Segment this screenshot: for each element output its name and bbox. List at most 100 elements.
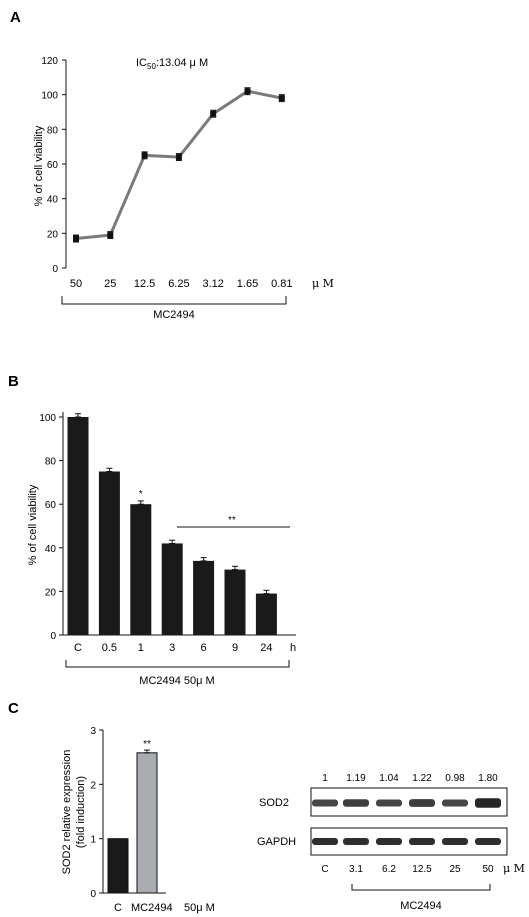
panel-b-x-tick-label: 9 — [232, 642, 238, 654]
panel-b-unit: h — [290, 642, 296, 654]
panel-a-y-tick-label: 0 — [52, 264, 58, 275]
blot-lane-labels: C 3.1 6.2 12.5 25 50 — [321, 864, 494, 875]
panel-b-y-tick-label: 40 — [45, 544, 57, 555]
panel-c: C SOD2 relative expression (fold inducti… — [8, 700, 215, 914]
blot-gapdh-band — [312, 838, 338, 845]
panel-a-y-tick-label: 80 — [47, 125, 59, 136]
blot-row-label-sod2: SOD2 — [259, 797, 289, 809]
panel-b-group-bracket — [65, 660, 290, 668]
panel-a-data-point — [210, 110, 217, 117]
panel-a-series-line — [75, 89, 283, 241]
panel-b-bar — [98, 471, 120, 635]
panel-a-data-point — [73, 235, 79, 242]
panel-c-concentration: 50μ M — [184, 902, 215, 914]
blot-quantification-value: 1 — [322, 773, 328, 784]
panel-a-x-tick-label: 6.25 — [168, 278, 189, 290]
blot-quantification-value: 0.98 — [445, 773, 465, 784]
panel-a-data-point — [244, 88, 251, 95]
panel-b-x-tick-label: C — [74, 642, 82, 654]
panel-c-y-axis-label-line1: SOD2 relative expression — [61, 750, 73, 875]
panel-a-x-tick-label: 3.12 — [202, 278, 223, 290]
panel-c-significance-star: ** — [143, 739, 151, 750]
panel-b-double-star: ** — [228, 515, 236, 526]
panel-a-x-tick-label: 25 — [104, 278, 116, 290]
blot-row-label-gapdh: GAPDH — [257, 836, 296, 848]
panel-b-y-tick-label: 100 — [39, 413, 56, 424]
panel-a-group-bracket — [61, 296, 287, 305]
panel-b-x-tick-label: 6 — [201, 642, 207, 654]
panel-c-y-tick-label: 2 — [90, 780, 96, 791]
panel-a-y-tick-label: 100 — [41, 91, 58, 102]
panel-b-x-tick-label: 0.5 — [102, 642, 117, 654]
blot-quantification-row: 1 1.19 1.04 1.22 0.98 1.80 — [322, 773, 498, 784]
panel-b-bar — [255, 593, 277, 635]
panel-b-bar — [67, 417, 89, 635]
blot-unit: μ M — [503, 862, 525, 875]
panel-c-x-tick-label: MC2494 — [131, 902, 173, 914]
panel-b-x-ticks: C 0.5 1 3 6 9 24 — [74, 642, 273, 654]
panel-b-y-tick-label: 80 — [45, 457, 57, 468]
blot-gapdh-band — [475, 838, 501, 845]
panel-b-y-axis-label: % of cell viability — [27, 484, 39, 565]
panel-a-data-point — [107, 232, 114, 239]
panel-b-bar — [193, 560, 215, 635]
panel-c-y-tick-label: 0 — [90, 889, 96, 900]
blot-lane-label: 50 — [482, 864, 494, 875]
panel-a-data-point — [141, 152, 148, 159]
panel-a-group-label: MC2494 — [153, 309, 195, 321]
blot-group-bracket — [351, 884, 491, 891]
blot-sod2-band — [409, 799, 435, 807]
panel-c-y-axis-label-line2: (fold induction) — [75, 776, 87, 848]
panel-a-y-axis-label: % of cell viability — [33, 125, 45, 206]
blot-gapdh-band — [343, 838, 369, 845]
panel-c-blot: 1 1.19 1.04 1.22 0.98 1.80 SOD2 GAPDH C 3.1 6.2… — [257, 773, 525, 912]
panel-b-single-star: * — [139, 489, 143, 500]
blot-group-label: MC2494 — [400, 900, 442, 912]
blot-gapdh-band — [442, 838, 468, 845]
panel-b-x-tick-label: 1 — [138, 642, 144, 654]
panel-a-x-ticks: 50 25 12.5 6.25 3.12 1.65 0.81 — [70, 278, 293, 290]
blot-sod2-band — [442, 799, 468, 807]
blot-lane-label: 3.1 — [349, 864, 363, 875]
panel-b-y-ticks: 0 20 40 60 80 100 — [39, 413, 63, 642]
panel-a-data-point — [278, 95, 285, 102]
panel-b-group-label: MC2494 50μ M — [139, 675, 214, 687]
blot-gapdh-band — [409, 838, 435, 845]
blot-sod2-band — [343, 799, 369, 807]
panel-c-bar — [107, 838, 129, 894]
panel-c-y-ticks: 0 1 2 3 — [90, 726, 103, 900]
panel-a-y-tick-label: 20 — [47, 229, 59, 240]
blot-quantification-value: 1.04 — [379, 773, 399, 784]
panel-b-bar — [130, 504, 152, 635]
panel-c-x-tick-label: C — [114, 902, 122, 914]
panel-a-x-tick-label: 1.65 — [237, 278, 258, 290]
panel-a-y-tick-label: 60 — [47, 160, 59, 171]
panel-c-y-tick-label: 1 — [90, 835, 96, 846]
blot-lane-label: C — [321, 864, 328, 875]
panel-b-bar — [224, 569, 246, 635]
panel-b-y-tick-label: 20 — [45, 587, 57, 598]
panel-b-x-tick-label: 24 — [260, 642, 272, 654]
panel-a-plot — [73, 87, 285, 243]
panel-b-x-tick-label: 3 — [169, 642, 175, 654]
blot-bands — [312, 798, 501, 845]
panel-b-y-tick-label: 0 — [50, 631, 56, 642]
blot-quantification-value: 1.19 — [346, 773, 366, 784]
panel-b-bar — [161, 543, 183, 635]
panel-b-label: B — [8, 373, 19, 390]
panel-b-plot: * — [67, 413, 277, 635]
panel-b-y-tick-label: 60 — [45, 500, 57, 511]
blot-gapdh-band — [376, 838, 402, 845]
panel-a-x-tick-label: 12.5 — [134, 278, 155, 290]
panel-a: A IC50:13.04 μ M % of cell viability 0 20… — [10, 9, 334, 321]
blot-sod2-band — [312, 799, 338, 807]
panel-b: B % of cell viability 0 20 40 60 80 100 C 0.5 1… — [8, 373, 296, 687]
blot-quantification-value: 1.22 — [412, 773, 432, 784]
blot-quantification-value: 1.80 — [478, 773, 498, 784]
panel-c-plot: ** — [107, 739, 158, 894]
panel-c-y-tick-label: 3 — [90, 726, 96, 737]
panel-a-data-point — [175, 154, 182, 161]
blot-lane-label: 25 — [449, 864, 461, 875]
panel-a-x-tick-label: 0.81 — [271, 278, 292, 290]
